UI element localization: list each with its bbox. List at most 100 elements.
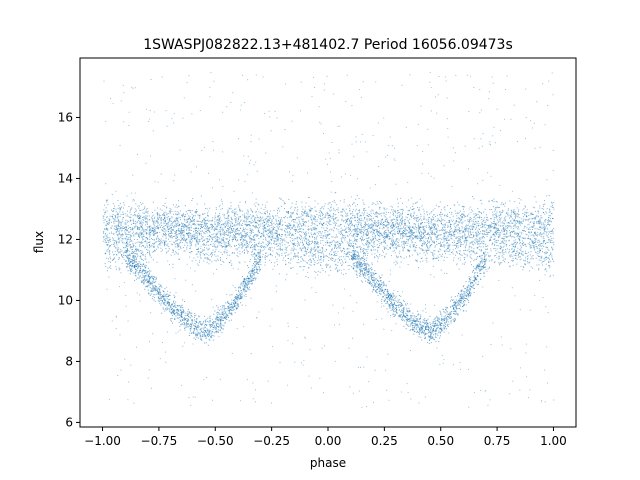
data-point (166, 214, 168, 216)
data-point (485, 243, 487, 245)
data-point (278, 228, 280, 230)
data-point (189, 229, 191, 231)
data-point (467, 215, 469, 217)
data-point (423, 218, 425, 220)
data-point (353, 249, 355, 251)
data-point (455, 238, 457, 240)
data-point (550, 205, 552, 207)
data-point (196, 209, 197, 211)
data-point (357, 258, 359, 260)
data-point (125, 233, 127, 235)
data-point (372, 210, 374, 212)
data-point (430, 227, 432, 229)
data-point (269, 213, 271, 215)
data-point (191, 238, 193, 240)
data-point (513, 242, 515, 244)
data-point (304, 246, 306, 248)
data-point (497, 239, 499, 241)
data-point (209, 227, 210, 229)
data-point (382, 250, 384, 252)
data-point (428, 220, 429, 222)
data-point (207, 257, 209, 259)
data-point (248, 244, 250, 246)
data-point (326, 234, 328, 236)
data-point (133, 223, 135, 224)
data-point (271, 247, 273, 249)
data-point (153, 239, 155, 241)
data-point (155, 222, 157, 224)
data-point (175, 241, 177, 242)
data-point (223, 239, 225, 241)
data-point (226, 220, 228, 222)
data-point (177, 236, 178, 238)
data-point (207, 215, 209, 217)
data-point (316, 219, 318, 221)
data-point (385, 211, 387, 213)
data-point (526, 219, 528, 221)
data-point (428, 226, 430, 228)
data-point (522, 220, 524, 222)
data-point (533, 225, 535, 227)
data-point (280, 243, 282, 245)
data-point (461, 214, 463, 215)
data-point (216, 216, 218, 218)
data-point (166, 218, 168, 220)
data-point (374, 245, 376, 247)
data-point (295, 203, 297, 205)
data-point (371, 220, 373, 222)
data-point (499, 232, 501, 234)
data-point (168, 219, 170, 221)
data-point (308, 243, 310, 245)
data-point (407, 242, 409, 244)
data-point (226, 230, 228, 232)
data-point (514, 232, 516, 234)
data-point (493, 219, 495, 221)
data-point (196, 210, 198, 212)
data-point (215, 208, 217, 210)
data-point (188, 209, 190, 211)
data-point (368, 244, 369, 246)
data-point (364, 224, 366, 225)
data-point (301, 239, 303, 241)
data-point (393, 224, 394, 226)
data-point (380, 202, 381, 204)
data-point (333, 230, 335, 232)
data-point (447, 226, 449, 228)
data-point (460, 220, 462, 222)
data-point (322, 213, 323, 215)
data-point (190, 211, 192, 213)
data-point (414, 245, 416, 247)
data-point (305, 212, 307, 214)
data-point (174, 246, 176, 248)
data-point (174, 232, 176, 234)
data-point (254, 234, 256, 236)
data-point (269, 248, 271, 250)
data-point (545, 268, 547, 270)
data-point (184, 205, 186, 207)
data-point (336, 268, 338, 270)
data-point (222, 229, 224, 231)
data-point (411, 206, 413, 207)
data-point (176, 223, 178, 225)
data-point (482, 237, 483, 239)
data-point (234, 216, 236, 217)
data-point (430, 212, 432, 214)
data-point (307, 232, 309, 234)
data-point (495, 206, 497, 208)
data-point (456, 230, 458, 232)
data-point (365, 248, 367, 250)
data-point (206, 219, 208, 221)
data-point (271, 236, 273, 238)
data-point (363, 226, 365, 228)
data-point (441, 227, 443, 229)
data-point (517, 220, 519, 222)
data-point (358, 210, 360, 212)
data-point (550, 233, 552, 234)
data-point (116, 268, 117, 270)
data-point (377, 251, 379, 253)
data-point (129, 226, 131, 228)
data-point (150, 231, 152, 233)
data-point (402, 234, 404, 236)
data-point (453, 223, 455, 225)
data-point (535, 252, 537, 254)
